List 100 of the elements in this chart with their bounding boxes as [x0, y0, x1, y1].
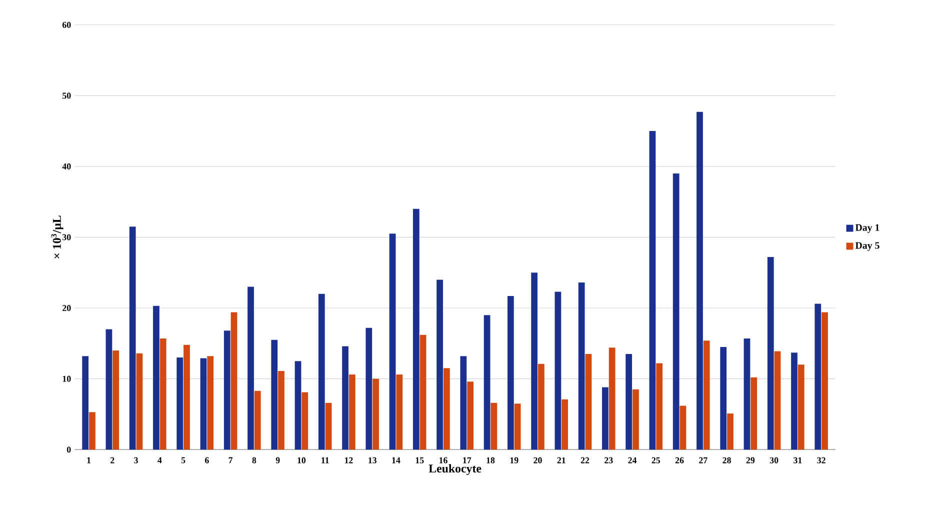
x-tick-label: 23	[604, 457, 613, 464]
x-tick-label: 32	[817, 457, 826, 464]
bar	[436, 280, 443, 450]
x-tick-label: 27	[699, 457, 708, 464]
bar	[656, 363, 663, 450]
bar	[744, 338, 750, 450]
bar	[372, 378, 379, 450]
bar	[798, 364, 804, 450]
bar	[200, 358, 207, 450]
bar	[396, 374, 403, 450]
bar	[649, 130, 656, 450]
bar	[271, 340, 278, 450]
x-tick-label: 25	[652, 457, 660, 464]
bar	[696, 112, 703, 450]
bar	[680, 406, 686, 450]
bar	[490, 402, 498, 450]
bar	[153, 306, 160, 450]
bar	[443, 368, 450, 450]
bar	[578, 282, 585, 450]
x-tick-label: 21	[557, 457, 566, 464]
bar	[184, 344, 190, 450]
bar	[814, 304, 822, 450]
bar	[554, 292, 562, 450]
x-tick-label: 24	[628, 457, 637, 464]
bar	[160, 338, 166, 450]
bar	[626, 354, 632, 450]
x-tick-label: 20	[534, 457, 542, 464]
bar	[420, 334, 426, 450]
bar	[318, 294, 325, 450]
bar	[366, 328, 372, 450]
x-tick-label: 4	[158, 457, 162, 464]
x-axis-title: Leukocyte	[428, 464, 482, 475]
x-tick-label: 14	[392, 457, 400, 464]
x-tick-label: 1	[87, 457, 91, 464]
y-axis-title: × 10$^{3}$/µL	[51, 216, 64, 258]
x-tick-label: 8	[252, 457, 256, 464]
x-tick-label: 28	[722, 457, 731, 464]
bar	[774, 351, 781, 450]
bar	[224, 330, 230, 450]
x-tick-label: 3	[134, 457, 138, 464]
x-tick-label: 19	[510, 457, 518, 464]
bar	[720, 346, 727, 450]
x-tick-label: 6	[205, 457, 209, 464]
x-tick-label: 31	[794, 457, 802, 464]
bar	[230, 312, 238, 450]
y-tick-label: 10	[62, 376, 71, 382]
bar	[562, 399, 568, 450]
x-tick-label: 29	[746, 457, 755, 464]
bar	[129, 226, 136, 450]
bar	[467, 382, 474, 450]
bar	[672, 173, 680, 450]
bar	[822, 312, 828, 450]
bar	[348, 374, 356, 450]
bar	[608, 348, 616, 450]
bar	[278, 370, 284, 450]
bar	[484, 314, 490, 450]
x-tick-label: 7	[228, 457, 233, 464]
x-tick-label: 2	[110, 457, 114, 464]
bar	[531, 272, 538, 450]
bar	[89, 412, 96, 450]
x-tick-label: 11	[322, 457, 329, 464]
bar	[632, 389, 639, 450]
y-tick-label: 50	[62, 92, 71, 99]
x-tick-label: 9	[276, 457, 280, 464]
y-tick-label: 40	[62, 163, 71, 170]
bar	[302, 392, 308, 450]
bar	[254, 390, 261, 450]
x-tick-label: 22	[580, 457, 590, 464]
x-tick-label: 10	[298, 457, 306, 464]
bar	[112, 350, 120, 450]
bar	[460, 356, 467, 450]
bar	[727, 413, 734, 450]
x-tick-label: 5	[181, 457, 186, 464]
x-tick-label: 17	[463, 457, 472, 464]
x-tick-label: 16	[439, 457, 448, 464]
bar	[389, 234, 396, 450]
bar	[507, 296, 514, 450]
y-tick-label: 20	[62, 304, 71, 311]
x-tick-label: 18	[486, 457, 495, 464]
bar	[412, 208, 420, 450]
bar	[791, 352, 798, 450]
bar	[294, 360, 302, 450]
bar	[585, 354, 592, 450]
y-tick-label: 30	[62, 234, 71, 240]
y-tick-label: 60	[62, 22, 71, 28]
x-tick-label: 12	[344, 457, 353, 464]
legend-label: Day 5	[855, 242, 880, 251]
bar	[602, 387, 608, 450]
bar	[248, 286, 254, 450]
x-tick-label: 15	[416, 457, 424, 464]
y-tick-label: 0	[66, 446, 71, 452]
legend-label: Day 1	[855, 224, 880, 233]
bar	[106, 329, 112, 450]
bar	[136, 353, 143, 450]
x-tick-label: 26	[675, 457, 684, 464]
bar	[176, 357, 184, 450]
bar	[767, 256, 774, 450]
bar	[750, 377, 758, 450]
bar	[538, 364, 544, 450]
bar	[207, 356, 214, 450]
